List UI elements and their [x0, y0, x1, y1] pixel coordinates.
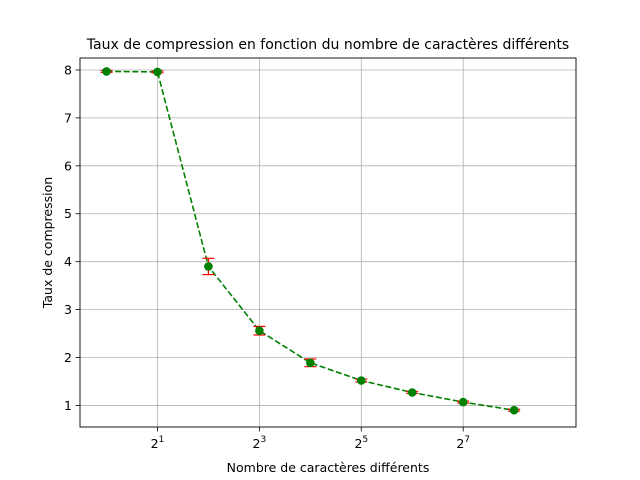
y-tick-label: 3 — [64, 302, 72, 317]
y-tick-label: 1 — [64, 398, 72, 413]
x-tick-label: 21 — [151, 435, 165, 451]
data-point — [255, 326, 264, 335]
x-axis: 21 23 25 27 — [151, 427, 470, 451]
data-point — [458, 397, 468, 407]
x-tick-exponent: 5 — [362, 435, 368, 445]
plot-frame — [79, 57, 577, 428]
data-point — [306, 358, 315, 368]
data-point — [356, 376, 366, 385]
y-tick-label: 8 — [64, 62, 72, 77]
marker-layer — [102, 67, 519, 415]
x-tick-label: 25 — [354, 435, 368, 451]
x-axis-label: Nombre de caractères différents — [227, 460, 430, 475]
x-tick-base: 2 — [151, 436, 159, 451]
chart-title: Taux de compression en fonction du nombr… — [86, 37, 569, 53]
data-point — [102, 67, 111, 76]
data-point — [204, 262, 213, 271]
x-tick-label: 27 — [456, 435, 470, 451]
y-axis-label: Taux de compression — [40, 177, 55, 309]
x-tick-exponent: 1 — [159, 435, 165, 445]
grid — [80, 58, 576, 427]
x-tick-base: 2 — [456, 436, 464, 451]
y-tick-label: 5 — [64, 206, 72, 221]
x-tick-base: 2 — [253, 436, 261, 451]
data-point — [153, 67, 162, 77]
x-tick-base: 2 — [354, 436, 362, 451]
data-point — [509, 405, 519, 415]
data-point — [407, 388, 417, 397]
x-tick-label: 23 — [253, 435, 267, 451]
x-tick-exponent: 7 — [464, 435, 470, 445]
series-line — [106, 70, 515, 412]
series-line-layer — [106, 70, 515, 412]
y-tick-label: 6 — [64, 158, 72, 173]
plot-area — [80, 58, 576, 427]
x-tick-exponent: 3 — [260, 435, 266, 445]
y-tick-label: 7 — [64, 110, 72, 125]
y-axis: 1 2 3 4 5 6 7 8 — [64, 62, 80, 413]
y-tick-label: 2 — [64, 350, 72, 365]
y-tick-label: 4 — [64, 254, 72, 269]
